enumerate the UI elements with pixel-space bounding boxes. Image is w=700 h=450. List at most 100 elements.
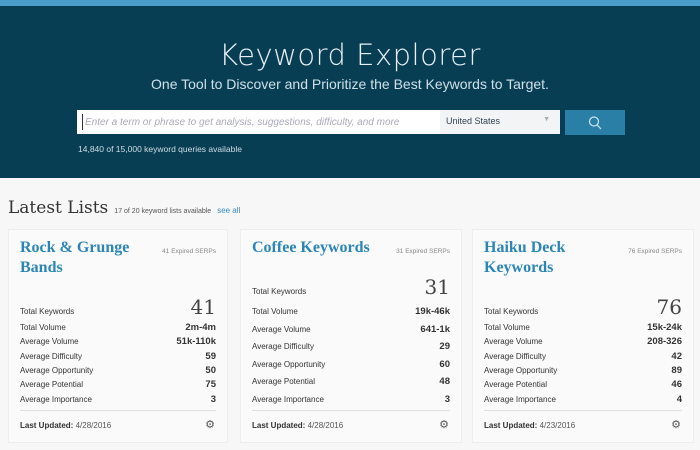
stat-row: Average Opportunity 89 xyxy=(484,365,682,377)
queries-available: 14,840 of 15,000 keyword queries availab… xyxy=(78,144,242,154)
stat-label: Average Volume xyxy=(20,337,79,346)
divider xyxy=(20,410,216,411)
last-updated: Last Updated: 4/28/2016 xyxy=(20,421,111,431)
last-updated-label: Last Updated: xyxy=(20,421,74,430)
stat-label: Average Importance xyxy=(252,395,324,404)
stat-value: 15k-24k xyxy=(647,322,682,333)
country-select[interactable]: United States ▼ xyxy=(440,110,560,134)
stat-value: 208-326 xyxy=(647,336,682,347)
stat-row: Average Potential 75 xyxy=(20,379,216,391)
search-button[interactable] xyxy=(565,110,625,135)
stat-label: Average Difficulty xyxy=(20,352,82,361)
stat-value: 29 xyxy=(439,341,450,352)
stat-label: Average Opportunity xyxy=(484,366,558,375)
country-value: United States xyxy=(446,116,501,126)
divider xyxy=(484,410,682,411)
stat-label: Total Volume xyxy=(20,323,66,332)
expired-serps: 41 Expired SERPs xyxy=(162,248,216,255)
stat-value: 89 xyxy=(671,365,682,376)
stat-row: Total Keywords 41 xyxy=(20,297,216,318)
gear-icon[interactable]: ⚙ xyxy=(671,419,681,431)
top-accent-bar xyxy=(0,0,700,6)
stat-value: 75 xyxy=(205,379,216,390)
stat-row: Total Volume 2m-4m xyxy=(20,322,216,334)
stat-label: Total Keywords xyxy=(252,287,307,296)
search-icon xyxy=(588,115,602,129)
stat-value: 2m-4m xyxy=(185,322,216,333)
expired-serps: 31 Expired SERPs xyxy=(396,248,450,255)
lists-count: 17 of 20 keyword lists available xyxy=(114,208,212,215)
stat-value: 3 xyxy=(210,394,216,405)
gear-icon[interactable]: ⚙ xyxy=(439,419,449,431)
stat-row: Average Difficulty 59 xyxy=(20,351,216,363)
stat-label: Average Volume xyxy=(252,325,311,334)
keyword-list-card[interactable]: Rock & Grunge Bands 41 Expired SERPs Tota… xyxy=(8,229,228,443)
stat-label: Average Potential xyxy=(484,380,548,389)
stat-value: 31 xyxy=(424,275,450,299)
stat-label: Average Importance xyxy=(484,395,556,404)
stat-label: Average Potential xyxy=(20,380,84,389)
stat-label: Average Potential xyxy=(252,377,316,386)
stat-value: 59 xyxy=(205,351,216,362)
list-title[interactable]: Coffee Keywords xyxy=(252,239,370,256)
stat-value: 76 xyxy=(656,295,682,319)
stat-row: Average Volume 208-326 xyxy=(484,336,682,348)
last-updated-date: 4/28/2016 xyxy=(307,421,344,430)
see-all-link[interactable]: see all xyxy=(217,206,241,215)
last-updated: Last Updated: 4/23/2016 xyxy=(484,421,575,431)
last-updated-date: 4/28/2016 xyxy=(75,421,112,430)
stat-value: 46 xyxy=(671,379,682,390)
gear-icon[interactable]: ⚙ xyxy=(205,419,215,431)
stat-row: Average Importance 4 xyxy=(484,394,682,406)
page-title: Keyword Explorer xyxy=(219,38,481,72)
stat-row: Average Difficulty 42 xyxy=(484,351,682,363)
stat-row: Average Opportunity 60 xyxy=(252,359,450,371)
stat-value: 51k-110k xyxy=(176,336,216,347)
expired-serps: 76 Expired SERPs xyxy=(628,248,682,255)
latest-lists-header: Latest Lists 17 of 20 keyword lists avai… xyxy=(8,198,240,218)
stat-label: Average Opportunity xyxy=(252,360,326,369)
keyword-list-card[interactable]: Coffee Keywords 31 Expired SERPs Total Ke… xyxy=(240,229,462,443)
stat-value: 42 xyxy=(671,351,682,362)
stat-value: 41 xyxy=(190,295,216,319)
last-updated: Last Updated: 4/28/2016 xyxy=(252,421,343,431)
stat-row: Average Opportunity 50 xyxy=(20,365,216,377)
stat-value: 4 xyxy=(676,394,682,405)
stat-value: 3 xyxy=(444,394,450,405)
stat-label: Total Keywords xyxy=(20,307,75,316)
stat-row: Average Importance 3 xyxy=(20,394,216,406)
last-updated-label: Last Updated: xyxy=(252,421,306,430)
hero-header: Keyword Explorer One Tool to Discover an… xyxy=(0,6,700,178)
last-updated-date: 4/23/2016 xyxy=(539,421,576,430)
stat-value: 50 xyxy=(205,365,216,376)
stat-row: Average Volume 641-1k xyxy=(252,324,450,336)
stat-label: Average Volume xyxy=(484,337,543,346)
stat-value: 641-1k xyxy=(420,324,450,335)
stat-row: Average Volume 51k-110k xyxy=(20,336,216,348)
list-title[interactable]: Haiku Deck Keywords xyxy=(484,239,566,276)
stat-row: Average Potential 46 xyxy=(484,379,682,391)
stat-row: Total Keywords 76 xyxy=(484,297,682,318)
stat-row: Total Volume 19k-46k xyxy=(252,306,450,318)
stat-row: Average Difficulty 29 xyxy=(252,341,450,353)
last-updated-label: Last Updated: xyxy=(484,421,538,430)
section-title: Latest Lists xyxy=(8,198,109,218)
chevron-down-icon: ▼ xyxy=(543,116,550,123)
stat-label: Average Importance xyxy=(20,395,92,404)
stat-label: Total Volume xyxy=(484,323,530,332)
stat-row: Total Keywords 31 xyxy=(252,277,450,298)
divider xyxy=(252,410,450,411)
stat-label: Average Difficulty xyxy=(252,342,314,351)
stat-label: Average Opportunity xyxy=(20,366,94,375)
stat-value: 19k-46k xyxy=(415,306,450,317)
page-subtitle: One Tool to Discover and Prioritize the … xyxy=(151,76,549,92)
keyword-search-input[interactable] xyxy=(82,114,440,130)
stat-row: Average Importance 3 xyxy=(252,394,450,406)
stat-value: 60 xyxy=(439,359,450,370)
keyword-list-card[interactable]: Haiku Deck Keywords 76 Expired SERPs Tota… xyxy=(472,229,694,443)
list-title[interactable]: Rock & Grunge Bands xyxy=(20,239,130,276)
stat-value: 48 xyxy=(439,376,450,387)
stat-row: Average Potential 48 xyxy=(252,376,450,388)
stat-label: Total Keywords xyxy=(484,307,539,316)
stat-row: Total Volume 15k-24k xyxy=(484,322,682,334)
